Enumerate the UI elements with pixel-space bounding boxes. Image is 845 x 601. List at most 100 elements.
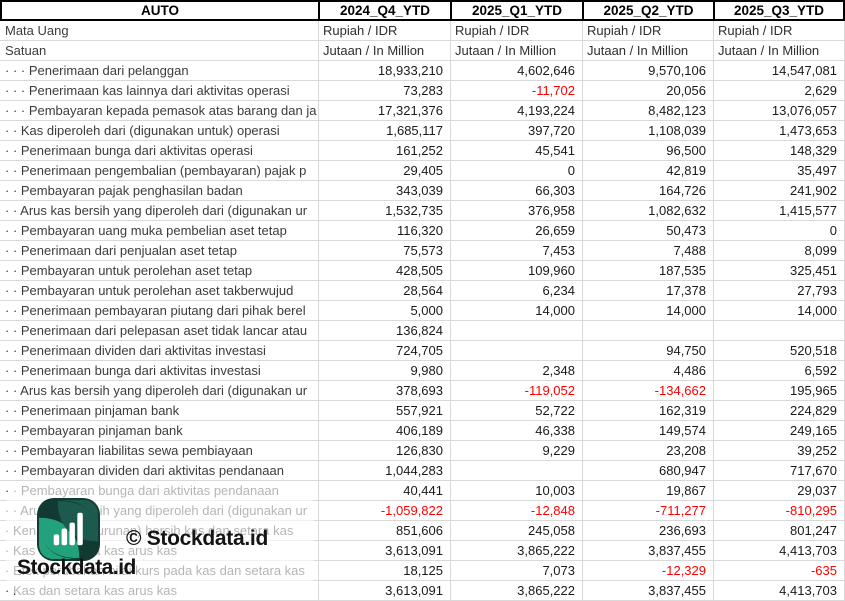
value-cell[interactable]: 27,793 xyxy=(713,281,845,301)
header-quarter-cell[interactable]: 2024_Q4_YTD xyxy=(318,0,450,21)
value-cell[interactable]: 195,965 xyxy=(713,381,845,401)
row-label[interactable]: · · Arus kas bersih yang diperoleh dari … xyxy=(0,201,318,221)
value-cell[interactable]: 26,659 xyxy=(450,221,582,241)
value-cell[interactable]: 343,039 xyxy=(318,181,450,201)
value-cell[interactable]: 428,505 xyxy=(318,261,450,281)
value-cell[interactable]: 149,574 xyxy=(582,421,713,441)
value-cell[interactable]: -810,295 xyxy=(713,501,845,521)
value-cell[interactable]: 241,902 xyxy=(713,181,845,201)
value-cell[interactable]: 73,283 xyxy=(318,81,450,101)
value-cell[interactable]: 1,685,117 xyxy=(318,121,450,141)
row-label[interactable]: · Kas dan setara kas arus kas xyxy=(0,581,318,601)
value-cell[interactable]: 116,320 xyxy=(318,221,450,241)
value-cell[interactable]: 3,865,222 xyxy=(450,581,582,601)
value-cell[interactable]: 35,497 xyxy=(713,161,845,181)
value-cell[interactable]: 520,518 xyxy=(713,341,845,361)
value-cell[interactable]: 161,252 xyxy=(318,141,450,161)
value-cell[interactable]: 557,921 xyxy=(318,401,450,421)
value-cell[interactable]: 66,303 xyxy=(450,181,582,201)
value-cell[interactable]: 378,693 xyxy=(318,381,450,401)
value-cell[interactable]: 14,000 xyxy=(582,301,713,321)
header-corner-cell[interactable]: AUTO xyxy=(0,0,318,21)
row-label[interactable]: · · Arus kas bersih yang diperoleh dari … xyxy=(0,381,318,401)
value-cell[interactable]: 1,082,632 xyxy=(582,201,713,221)
header-quarter-cell[interactable]: 2025_Q2_YTD xyxy=(582,0,713,21)
row-label[interactable]: · · Pembayaran untuk perolehan aset takb… xyxy=(0,281,318,301)
row-label[interactable]: · · Penerimaan dari pelepasan aset tidak… xyxy=(0,321,318,341)
value-cell[interactable]: 376,958 xyxy=(450,201,582,221)
value-cell[interactable]: 224,829 xyxy=(713,401,845,421)
value-cell[interactable]: 9,229 xyxy=(450,441,582,461)
value-cell[interactable]: 4,602,646 xyxy=(450,61,582,81)
value-cell[interactable]: 4,413,703 xyxy=(713,541,845,561)
value-cell[interactable]: 397,720 xyxy=(450,121,582,141)
value-cell[interactable]: 1,415,577 xyxy=(713,201,845,221)
value-cell[interactable]: 75,573 xyxy=(318,241,450,261)
value-cell[interactable]: 13,076,057 xyxy=(713,101,845,121)
value-cell[interactable]: 28,564 xyxy=(318,281,450,301)
value-cell[interactable]: 245,058 xyxy=(450,521,582,541)
value-cell[interactable]: 52,722 xyxy=(450,401,582,421)
value-cell[interactable] xyxy=(582,321,713,341)
value-cell[interactable]: 126,830 xyxy=(318,441,450,461)
value-cell[interactable]: 96,500 xyxy=(582,141,713,161)
value-cell[interactable]: 724,705 xyxy=(318,341,450,361)
row-label[interactable]: · · Kas diperoleh dari (digunakan untuk)… xyxy=(0,121,318,141)
meta-value-cell[interactable]: Rupiah / IDR xyxy=(450,21,582,41)
value-cell[interactable]: 17,378 xyxy=(582,281,713,301)
value-cell[interactable]: 20,056 xyxy=(582,81,713,101)
value-cell[interactable]: 1,108,039 xyxy=(582,121,713,141)
value-cell[interactable]: 187,535 xyxy=(582,261,713,281)
value-cell[interactable]: 164,726 xyxy=(582,181,713,201)
value-cell[interactable] xyxy=(713,321,845,341)
value-cell[interactable]: 8,099 xyxy=(713,241,845,261)
value-cell[interactable]: -1,059,822 xyxy=(318,501,450,521)
value-cell[interactable]: 109,960 xyxy=(450,261,582,281)
row-label[interactable]: · · Pembayaran pinjaman bank xyxy=(0,421,318,441)
value-cell[interactable]: 17,321,376 xyxy=(318,101,450,121)
value-cell[interactable]: 5,000 xyxy=(318,301,450,321)
value-cell[interactable]: 29,037 xyxy=(713,481,845,501)
value-cell[interactable]: 46,338 xyxy=(450,421,582,441)
value-cell[interactable]: 3,837,455 xyxy=(582,581,713,601)
row-label[interactable]: · · Penerimaan pembayaran piutang dari p… xyxy=(0,301,318,321)
value-cell[interactable]: 2,629 xyxy=(713,81,845,101)
value-cell[interactable]: 6,234 xyxy=(450,281,582,301)
value-cell[interactable]: 9,570,106 xyxy=(582,61,713,81)
value-cell[interactable]: 94,750 xyxy=(582,341,713,361)
value-cell[interactable]: 7,073 xyxy=(450,561,582,581)
row-label[interactable]: · · Penerimaan bunga dari aktivitas inve… xyxy=(0,361,318,381)
value-cell[interactable]: 7,488 xyxy=(582,241,713,261)
header-quarter-cell[interactable]: 2025_Q3_YTD xyxy=(713,0,845,21)
meta-value-cell[interactable]: Jutaan / In Million xyxy=(582,41,713,61)
value-cell[interactable]: 42,819 xyxy=(582,161,713,181)
value-cell[interactable]: 14,000 xyxy=(713,301,845,321)
value-cell[interactable]: 2,348 xyxy=(450,361,582,381)
value-cell[interactable]: -635 xyxy=(713,561,845,581)
meta-row-label[interactable]: Mata Uang xyxy=(0,21,318,41)
value-cell[interactable]: 249,165 xyxy=(713,421,845,441)
value-cell[interactable]: -119,052 xyxy=(450,381,582,401)
value-cell[interactable]: 3,613,091 xyxy=(318,581,450,601)
value-cell[interactable] xyxy=(450,461,582,481)
value-cell[interactable]: 10,003 xyxy=(450,481,582,501)
value-cell[interactable]: 717,670 xyxy=(713,461,845,481)
value-cell[interactable]: -12,329 xyxy=(582,561,713,581)
value-cell[interactable]: 162,319 xyxy=(582,401,713,421)
value-cell[interactable]: 0 xyxy=(450,161,582,181)
value-cell[interactable]: 9,980 xyxy=(318,361,450,381)
value-cell[interactable]: 3,613,091 xyxy=(318,541,450,561)
value-cell[interactable]: -12,848 xyxy=(450,501,582,521)
row-label[interactable]: · · Pembayaran dividen dari aktivitas pe… xyxy=(0,461,318,481)
value-cell[interactable]: 236,693 xyxy=(582,521,713,541)
value-cell[interactable]: 406,189 xyxy=(318,421,450,441)
value-cell[interactable]: 19,867 xyxy=(582,481,713,501)
value-cell[interactable]: 148,329 xyxy=(713,141,845,161)
row-label[interactable]: · · Pembayaran liabilitas sewa pembiayaa… xyxy=(0,441,318,461)
value-cell[interactable]: 680,947 xyxy=(582,461,713,481)
meta-value-cell[interactable]: Jutaan / In Million xyxy=(713,41,845,61)
value-cell[interactable]: 40,441 xyxy=(318,481,450,501)
value-cell[interactable]: 29,405 xyxy=(318,161,450,181)
value-cell[interactable]: 3,837,455 xyxy=(582,541,713,561)
meta-row-label[interactable]: Satuan xyxy=(0,41,318,61)
